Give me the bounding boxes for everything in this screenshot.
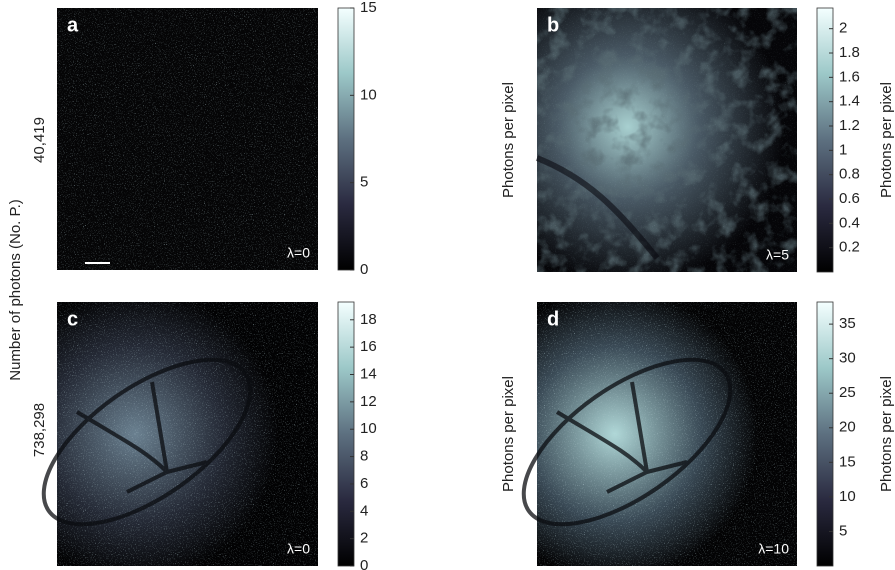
lambda-label: λ=0 <box>287 245 310 261</box>
image-noise <box>537 302 797 566</box>
colorbar-tick-label: 15 <box>839 453 856 470</box>
colorbar-tick-label: 5 <box>839 522 847 539</box>
colorbar-tick-label: 1 <box>839 141 847 158</box>
side-label: Photons per pixel <box>500 376 517 492</box>
colorbar-tick-label: 8 <box>360 448 368 465</box>
colorbar-tick-label: 35 <box>839 315 856 332</box>
colorbar-tick-label: 5 <box>360 174 368 191</box>
colorbar-tick-label: 4 <box>360 502 368 519</box>
y-axis-label: Number of photons (No. P.) <box>7 199 24 380</box>
colorbar <box>337 301 355 567</box>
vein <box>41 357 253 527</box>
colorbar-tick-label: 20 <box>839 419 856 436</box>
colorbar-label: Photons per pixel <box>878 82 895 198</box>
colorbar-tick-label: 14 <box>360 365 377 382</box>
vein <box>555 381 688 494</box>
colorbar <box>337 7 355 271</box>
colorbar-tick-label: 0 <box>360 261 368 278</box>
colorbar-tick-label: 0.4 <box>839 214 860 231</box>
colorbar-tick-label: 12 <box>360 393 377 410</box>
colorbar-tick-label: 2 <box>839 20 847 37</box>
panel-label: c <box>67 308 78 330</box>
colorbar <box>816 7 834 273</box>
lambda-label: λ=0 <box>287 541 310 557</box>
colorbar-tick-label: 0.6 <box>839 190 860 207</box>
image-noise <box>57 302 318 566</box>
lambda-label: λ=10 <box>758 541 789 557</box>
colorbar-tick-label: 0.2 <box>839 239 860 256</box>
vein-structure <box>521 357 733 527</box>
row-label: 738,298 <box>31 403 48 457</box>
colorbar-tick-label: 1.2 <box>839 117 860 134</box>
colorbar-tick-label: 0.8 <box>839 166 860 183</box>
side-label: Photons per pixel <box>500 82 517 198</box>
dark-fold <box>535 155 660 260</box>
colorbar-tick-label: 6 <box>360 475 368 492</box>
row-label: 40,419 <box>31 117 48 163</box>
colorbar-tick-label: 18 <box>360 311 377 328</box>
colorbar-tick-label: 15 <box>360 0 377 16</box>
colorbar-tick-label: 1.6 <box>839 68 860 85</box>
vein <box>75 381 208 494</box>
panel-label: d <box>547 308 559 330</box>
colorbar-tick-label: 25 <box>839 384 856 401</box>
panel-label: a <box>67 14 79 36</box>
colorbar-tick-label: 10 <box>360 420 377 437</box>
panel-label: b <box>547 14 559 36</box>
colorbar-tick-label: 10 <box>360 86 377 103</box>
lambda-label: λ=5 <box>766 247 789 263</box>
image-noise <box>537 8 797 272</box>
colorbar-tick-label: 10 <box>839 488 856 505</box>
colorbar-tick-label: 1.8 <box>839 44 860 61</box>
colorbar-tick-label: 1.4 <box>839 93 860 110</box>
colorbar-tick-label: 16 <box>360 338 377 355</box>
vein <box>521 357 733 527</box>
colorbar-tick-label: 0 <box>360 557 368 570</box>
image-noise <box>57 8 318 270</box>
colorbar <box>816 301 834 567</box>
colorbar-label: Photons per pixel <box>878 376 895 492</box>
vein-structure <box>41 357 253 527</box>
colorbar-tick-label: 30 <box>839 350 856 367</box>
colorbar-tick-label: 2 <box>360 530 368 547</box>
